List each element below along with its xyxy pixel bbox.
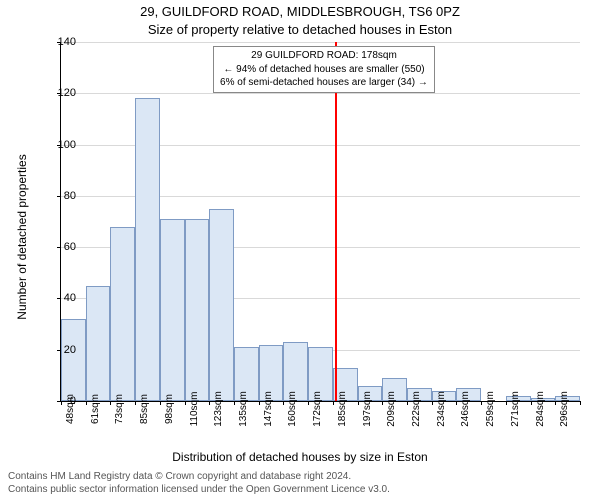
xtick-label: 110sqm — [189, 392, 200, 427]
ytick-label: 60 — [36, 241, 76, 253]
y-axis-label: Number of detached properties — [15, 137, 29, 337]
xtick-label: 222sqm — [411, 391, 422, 427]
xtick-label: 271sqm — [510, 391, 521, 427]
xtick-mark — [234, 401, 235, 405]
xtick-label: 123sqm — [213, 391, 224, 427]
xtick-mark — [432, 401, 433, 405]
bar — [135, 98, 160, 401]
ytick-label: 40 — [36, 292, 76, 304]
chart-container: { "titles": { "line1": "29, GUILDFORD RO… — [0, 0, 600, 500]
bar — [185, 219, 210, 401]
footer-attribution: Contains HM Land Registry data © Crown c… — [8, 471, 592, 496]
xtick-label: 172sqm — [312, 391, 323, 427]
xtick-mark — [259, 401, 260, 405]
ytick-label: 0 — [36, 395, 76, 407]
ytick-label: 80 — [36, 190, 76, 202]
bar — [209, 209, 234, 401]
bar — [160, 219, 185, 401]
xtick-mark — [456, 401, 457, 405]
xtick-mark — [407, 401, 408, 405]
xtick-label: 73sqm — [114, 394, 125, 424]
xtick-mark — [185, 401, 186, 405]
xtick-label: 296sqm — [559, 391, 570, 427]
xtick-label: 246sqm — [460, 391, 471, 427]
marker-line — [335, 42, 337, 401]
xtick-label: 284sqm — [535, 391, 546, 427]
xtick-label: 234sqm — [436, 391, 447, 427]
ytick-label: 140 — [36, 36, 76, 48]
xtick-mark — [308, 401, 309, 405]
marker-callout: 29 GUILDFORD ROAD: 178sqm ← 94% of detac… — [213, 46, 435, 93]
xtick-label: 209sqm — [386, 391, 397, 427]
xtick-mark — [580, 401, 581, 405]
xtick-label: 259sqm — [485, 391, 496, 427]
callout-line-2: ← 94% of detached houses are smaller (55… — [220, 63, 428, 77]
xtick-mark — [160, 401, 161, 405]
xtick-label: 160sqm — [287, 391, 298, 427]
bar — [86, 286, 111, 401]
x-axis-label: Distribution of detached houses by size … — [0, 450, 600, 464]
footer-line-2: Contains public sector information licen… — [8, 484, 592, 497]
xtick-label: 147sqm — [263, 391, 274, 427]
xtick-mark — [283, 401, 284, 405]
xtick-mark — [209, 401, 210, 405]
xtick-mark — [135, 401, 136, 405]
xtick-label: 135sqm — [238, 391, 249, 427]
xtick-mark — [382, 401, 383, 405]
xtick-label: 85sqm — [139, 394, 150, 424]
xtick-mark — [86, 401, 87, 405]
xtick-mark — [333, 401, 334, 405]
xtick-mark — [555, 401, 556, 405]
ytick-label: 20 — [36, 344, 76, 356]
xtick-mark — [358, 401, 359, 405]
bar — [61, 319, 86, 401]
ytick-label: 120 — [36, 87, 76, 99]
xtick-label: 61sqm — [90, 394, 101, 424]
footer-line-1: Contains HM Land Registry data © Crown c… — [8, 471, 592, 484]
xtick-label: 197sqm — [362, 391, 373, 427]
bar — [110, 227, 135, 401]
chart-title-address: 29, GUILDFORD ROAD, MIDDLESBROUGH, TS6 0… — [0, 4, 600, 19]
plot-area: 48sqm61sqm73sqm85sqm98sqm110sqm123sqm135… — [60, 42, 580, 402]
ytick-label: 100 — [36, 139, 76, 151]
xtick-mark — [531, 401, 532, 405]
xtick-mark — [506, 401, 507, 405]
callout-line-1: 29 GUILDFORD ROAD: 178sqm — [220, 49, 428, 63]
xtick-label: 98sqm — [164, 394, 175, 424]
chart-title-description: Size of property relative to detached ho… — [0, 22, 600, 37]
bars-group — [61, 42, 580, 401]
xtick-mark — [481, 401, 482, 405]
callout-line-3: 6% of semi-detached houses are larger (3… — [220, 76, 428, 90]
xtick-mark — [110, 401, 111, 405]
xtick-label: 185sqm — [337, 391, 348, 427]
